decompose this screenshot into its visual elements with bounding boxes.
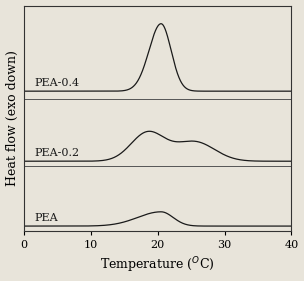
Text: PEA: PEA [34,213,58,223]
Text: PEA-0.2: PEA-0.2 [34,148,79,158]
Text: PEA-0.4: PEA-0.4 [34,78,79,88]
X-axis label: Temperature ($^{O}$C): Temperature ($^{O}$C) [100,256,215,275]
Y-axis label: Heat flow (exo down): Heat flow (exo down) [5,51,19,186]
